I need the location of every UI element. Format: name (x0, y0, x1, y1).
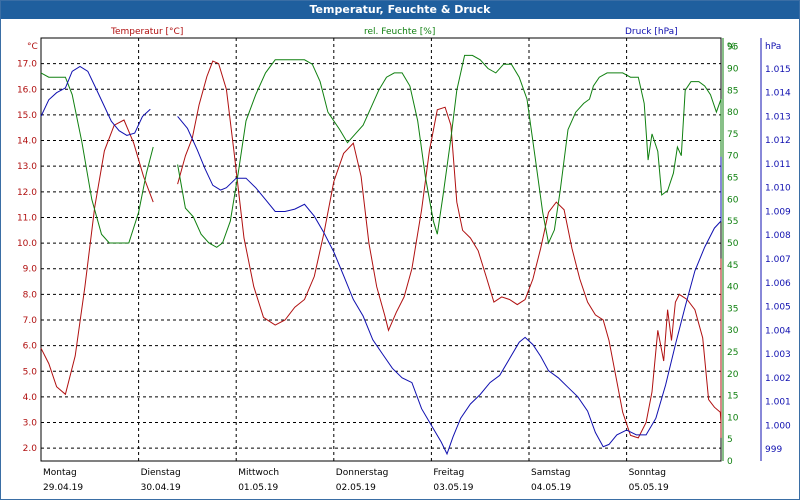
pressure-tick-label: 1.013 (765, 112, 791, 122)
temp-tick-label: 17.0 (17, 60, 37, 70)
temp-series-line (177, 60, 722, 439)
humidity-tick-label: 30 (727, 326, 739, 336)
day-date-label: 01.05.19 (238, 483, 278, 493)
pressure-tick-label: 999 (765, 445, 782, 455)
pressure-tick-label: 1.012 (765, 136, 791, 146)
humidity-tick-label: 10 (727, 413, 739, 423)
temp-unit-label: °C (27, 42, 38, 52)
day-date-label: 05.05.19 (629, 483, 669, 493)
day-name-label: Donnerstag (336, 468, 389, 478)
temp-tick-label: 11.0 (17, 213, 37, 223)
temp-tick-label: 2.0 (23, 444, 38, 454)
press-series-line (177, 116, 722, 456)
humidity-tick-label: 5 (727, 435, 733, 445)
temp-tick-label: 10.0 (17, 239, 37, 249)
day-date-label: 29.04.19 (43, 483, 83, 493)
temp-tick-label: 9.0 (23, 265, 38, 275)
temp-tick-label: 7.0 (23, 316, 38, 326)
pressure-tick-label: 1.002 (765, 374, 791, 384)
humidity-tick-label: 60 (727, 195, 739, 205)
day-date-label: 30.04.19 (141, 483, 181, 493)
day-name-label: Freitag (433, 468, 464, 478)
pressure-tick-label: 1.001 (765, 398, 791, 408)
humidity-tick-label: 85 (727, 86, 738, 96)
window-title: Temperatur, Feuchte & Druck (1, 1, 799, 19)
humidity-tick-label: 45 (727, 261, 738, 271)
humidity-tick-label: 40 (727, 283, 739, 293)
temp-tick-label: 4.0 (23, 393, 38, 403)
pressure-tick-label: 1.003 (765, 350, 791, 360)
humidity-tick-label: 75 (727, 130, 738, 140)
pressure-tick-label: 1.015 (765, 65, 791, 75)
press-series-line (40, 65, 151, 136)
day-name-label: Dienstag (141, 468, 181, 478)
plot-frame (40, 37, 722, 462)
temp-tick-label: 8.0 (23, 290, 38, 300)
temp-tick-label: 3.0 (23, 419, 38, 429)
day-name-label: Samstag (531, 468, 570, 478)
pressure-tick-label: 1.009 (765, 207, 791, 217)
temp-tick-label: 6.0 (23, 342, 38, 352)
humidity-tick-label: 70 (727, 152, 739, 162)
day-name-label: Montag (43, 468, 77, 478)
pressure-tick-label: 1.010 (765, 184, 791, 194)
humidity-unit-label: % (727, 42, 736, 52)
day-date-label: 03.05.19 (433, 483, 473, 493)
humidity-tick-label: 35 (727, 304, 738, 314)
pressure-tick-label: 1.004 (765, 326, 791, 336)
temp-tick-label: 5.0 (23, 367, 38, 377)
pressure-tick-label: 1.007 (765, 255, 791, 265)
temp-tick-label: 14.0 (17, 137, 37, 147)
humidity-tick-label: 55 (727, 217, 738, 227)
day-date-label: 04.05.19 (531, 483, 571, 493)
temp-tick-label: 15.0 (17, 111, 37, 121)
hum-series-line (177, 54, 722, 248)
pressure-tick-label: 1.011 (765, 160, 791, 170)
pressure-tick-label: 1.014 (765, 89, 791, 99)
pressure-unit-label: hPa (765, 42, 781, 52)
humidity-tick-label: 20 (727, 370, 739, 380)
humidity-tick-label: 65 (727, 174, 738, 184)
temp-tick-label: 16.0 (17, 85, 37, 95)
day-name-label: Sonntag (629, 468, 666, 478)
pressure-tick-label: 1.008 (765, 231, 791, 241)
humidity-tick-label: 95 (727, 43, 738, 53)
humidity-tick-label: 90 (727, 65, 739, 75)
humidity-legend-label: rel. Feuchte [%] (364, 27, 435, 37)
pressure-tick-label: 1.005 (765, 303, 791, 313)
temp-tick-label: 13.0 (17, 162, 37, 172)
hum-series-line (40, 72, 154, 244)
humidity-tick-label: 80 (727, 108, 739, 118)
pressure-tick-label: 1.006 (765, 279, 791, 289)
pressure-tick-label: 1.000 (765, 421, 791, 431)
day-name-label: Mittwoch (238, 468, 279, 478)
temp-legend-label: Temperatur [°C] (110, 27, 183, 37)
day-date-label: 02.05.19 (336, 483, 376, 493)
temp-series-line (40, 119, 154, 396)
humidity-tick-label: 0 (727, 457, 733, 467)
humidity-tick-label: 25 (727, 348, 738, 358)
pressure-legend-label: Druck [hPa] (625, 27, 678, 37)
humidity-tick-label: 15 (727, 392, 738, 402)
temp-tick-label: 12.0 (17, 188, 37, 198)
humidity-tick-label: 50 (727, 239, 739, 249)
